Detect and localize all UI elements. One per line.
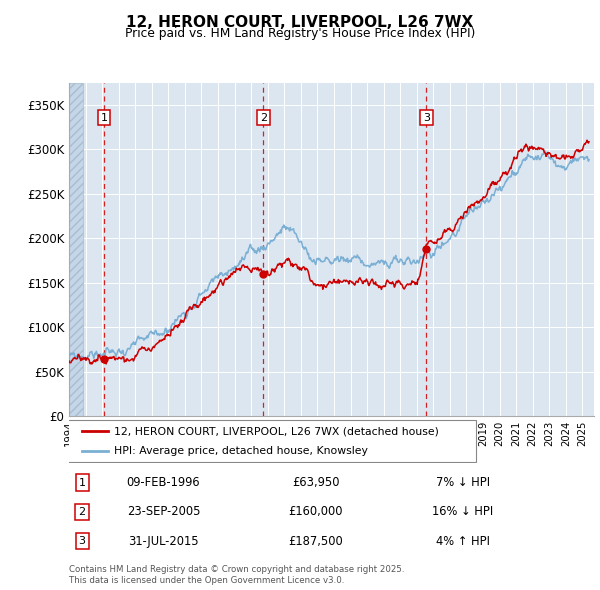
Text: Contains HM Land Registry data © Crown copyright and database right 2025.
This d: Contains HM Land Registry data © Crown c… (69, 565, 404, 585)
FancyBboxPatch shape (67, 420, 476, 462)
Text: 2: 2 (79, 507, 86, 517)
Text: 2: 2 (260, 113, 267, 123)
Text: 12, HERON COURT, LIVERPOOL, L26 7WX: 12, HERON COURT, LIVERPOOL, L26 7WX (127, 15, 473, 30)
Text: £160,000: £160,000 (289, 505, 343, 519)
Text: 7% ↓ HPI: 7% ↓ HPI (436, 476, 490, 489)
Text: 1: 1 (100, 113, 107, 123)
Text: 16% ↓ HPI: 16% ↓ HPI (432, 505, 493, 519)
Bar (69, 83, 83, 416)
Text: £63,950: £63,950 (292, 476, 340, 489)
Text: 12, HERON COURT, LIVERPOOL, L26 7WX (detached house): 12, HERON COURT, LIVERPOOL, L26 7WX (det… (113, 427, 439, 436)
Text: 31-JUL-2015: 31-JUL-2015 (128, 535, 199, 548)
Text: HPI: Average price, detached house, Knowsley: HPI: Average price, detached house, Know… (113, 446, 367, 455)
Text: 4% ↑ HPI: 4% ↑ HPI (436, 535, 490, 548)
Text: Price paid vs. HM Land Registry's House Price Index (HPI): Price paid vs. HM Land Registry's House … (125, 27, 475, 40)
Text: 23-SEP-2005: 23-SEP-2005 (127, 505, 200, 519)
Text: 09-FEB-1996: 09-FEB-1996 (127, 476, 200, 489)
Text: 3: 3 (79, 536, 86, 546)
Text: £187,500: £187,500 (289, 535, 343, 548)
Text: 1: 1 (79, 477, 86, 487)
Text: 3: 3 (423, 113, 430, 123)
